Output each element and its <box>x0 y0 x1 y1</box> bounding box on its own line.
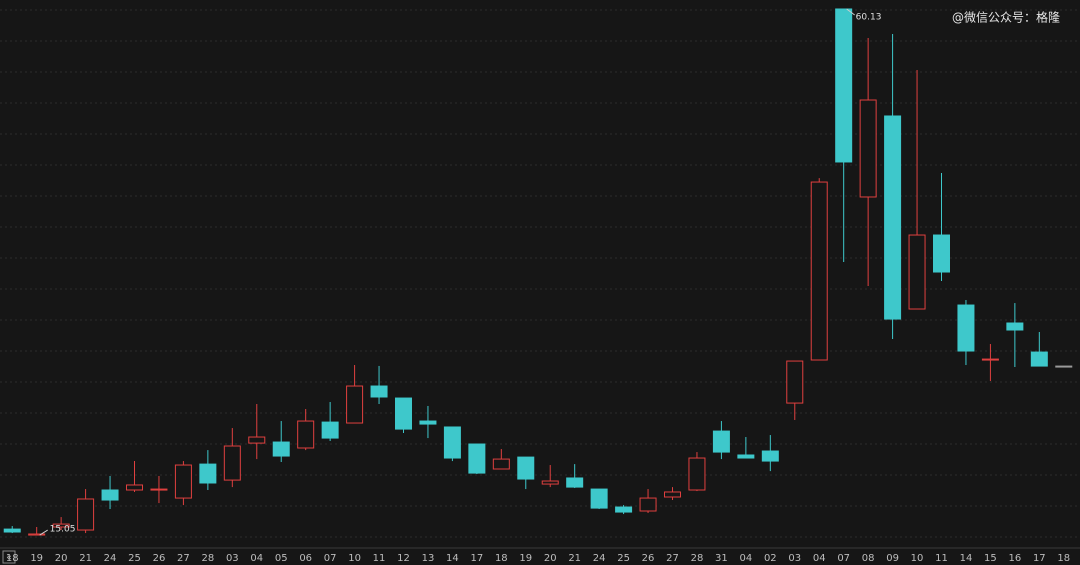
x-tick-label: 11 <box>373 553 386 564</box>
x-tick-label: 31 <box>715 553 728 564</box>
x-tick-label: 25 <box>617 553 630 564</box>
max-label: 60.13 <box>856 12 882 22</box>
x-tick-label: 27 <box>666 553 679 564</box>
x-tick-label: 26 <box>153 553 166 564</box>
x-tick-label: 10 <box>911 553 924 564</box>
candle-body <box>3 528 21 533</box>
candle-body <box>1055 365 1073 368</box>
candle-body <box>664 491 681 498</box>
candle-body <box>52 523 70 528</box>
x-tick-label: 18 <box>495 553 508 564</box>
x-tick-label: 12 <box>397 553 410 564</box>
candle-body <box>346 385 364 424</box>
x-tick-label: 02 <box>764 553 777 564</box>
min-label: 15.05 <box>50 525 76 535</box>
x-tick-label: 03 <box>226 553 239 564</box>
candle-body <box>77 498 95 531</box>
scroll-button[interactable] <box>2 550 16 564</box>
candle-body <box>126 484 143 491</box>
x-tick-label: 18 <box>1057 553 1070 564</box>
x-tick-label: 24 <box>593 553 606 564</box>
x-tick-label: 11 <box>935 553 948 564</box>
x-tick-label: 04 <box>813 553 826 564</box>
x-tick-label: 04 <box>739 553 752 564</box>
x-tick-label: 13 <box>422 553 435 564</box>
x-tick-label: 07 <box>324 553 337 564</box>
candle-body <box>468 443 486 474</box>
candle-body <box>223 445 241 481</box>
x-tick-label: 14 <box>446 553 459 564</box>
candle-body <box>688 457 706 491</box>
candle-body <box>174 464 192 499</box>
candle-body <box>370 385 388 398</box>
x-tick-label: 17 <box>1033 553 1046 564</box>
x-tick-label: 09 <box>886 553 899 564</box>
x-tick-label: 10 <box>348 553 361 564</box>
candle-body <box>908 234 926 310</box>
x-tick-label: 25 <box>128 553 141 564</box>
candle-body <box>272 441 290 457</box>
candle-body <box>1030 351 1048 367</box>
candle-body <box>761 450 779 462</box>
x-tick-label: 19 <box>519 553 532 564</box>
candle-body <box>517 456 535 480</box>
x-tick-label: 15 <box>984 553 997 564</box>
candle-body <box>395 397 412 430</box>
candle-body <box>101 489 119 501</box>
candle-body <box>199 463 217 484</box>
candle-body <box>248 436 266 444</box>
x-tick-label: 21 <box>79 553 92 564</box>
max-pointer <box>846 8 855 16</box>
x-tick-label: 20 <box>55 553 68 564</box>
x-tick-label: 05 <box>275 553 288 564</box>
candle-body <box>28 533 46 536</box>
candle-body <box>981 358 999 361</box>
min-pointer <box>39 529 48 536</box>
x-tick-label: 24 <box>104 553 117 564</box>
candle-body <box>297 420 315 449</box>
x-tick-label: 06 <box>299 553 312 564</box>
candle-body <box>1006 322 1024 331</box>
candle-body <box>737 454 755 459</box>
candle-body <box>957 304 975 352</box>
candle-body <box>590 488 608 509</box>
candle-body <box>639 497 657 512</box>
x-tick-label: 03 <box>788 553 801 564</box>
candle-body <box>810 181 828 361</box>
candle-body <box>835 8 853 163</box>
candle-body <box>615 506 633 513</box>
candle-body <box>419 420 437 425</box>
x-tick-label: 14 <box>960 553 973 564</box>
candle-body <box>492 458 510 470</box>
x-tick-label: 08 <box>862 553 875 564</box>
x-tick-label: 07 <box>837 553 850 564</box>
x-tick-label: 04 <box>250 553 263 564</box>
candle-body <box>712 430 730 453</box>
x-tick-label: 27 <box>177 553 190 564</box>
x-tick-label: 28 <box>691 553 704 564</box>
candle-body <box>443 426 461 459</box>
candle-body <box>933 234 950 273</box>
candle-body <box>566 477 584 488</box>
x-tick-label: 17 <box>470 553 483 564</box>
candle-body <box>786 360 804 404</box>
x-tick-label: 21 <box>568 553 581 564</box>
x-tick-label: 18 <box>6 553 19 564</box>
x-tick-label: 26 <box>642 553 655 564</box>
candle-body <box>859 99 877 198</box>
x-tick-label: 28 <box>201 553 214 564</box>
candle-body <box>150 488 168 491</box>
watermark: @微信公众号：格隆 <box>952 10 1060 25</box>
scroll-icon[interactable]: « <box>6 553 12 563</box>
candle-body <box>884 115 902 320</box>
x-tick-label: 20 <box>544 553 557 564</box>
x-tick-label: 19 <box>30 553 43 564</box>
candle-body <box>321 421 339 439</box>
x-tick-label: 16 <box>1008 553 1021 564</box>
candle-body <box>541 480 559 485</box>
